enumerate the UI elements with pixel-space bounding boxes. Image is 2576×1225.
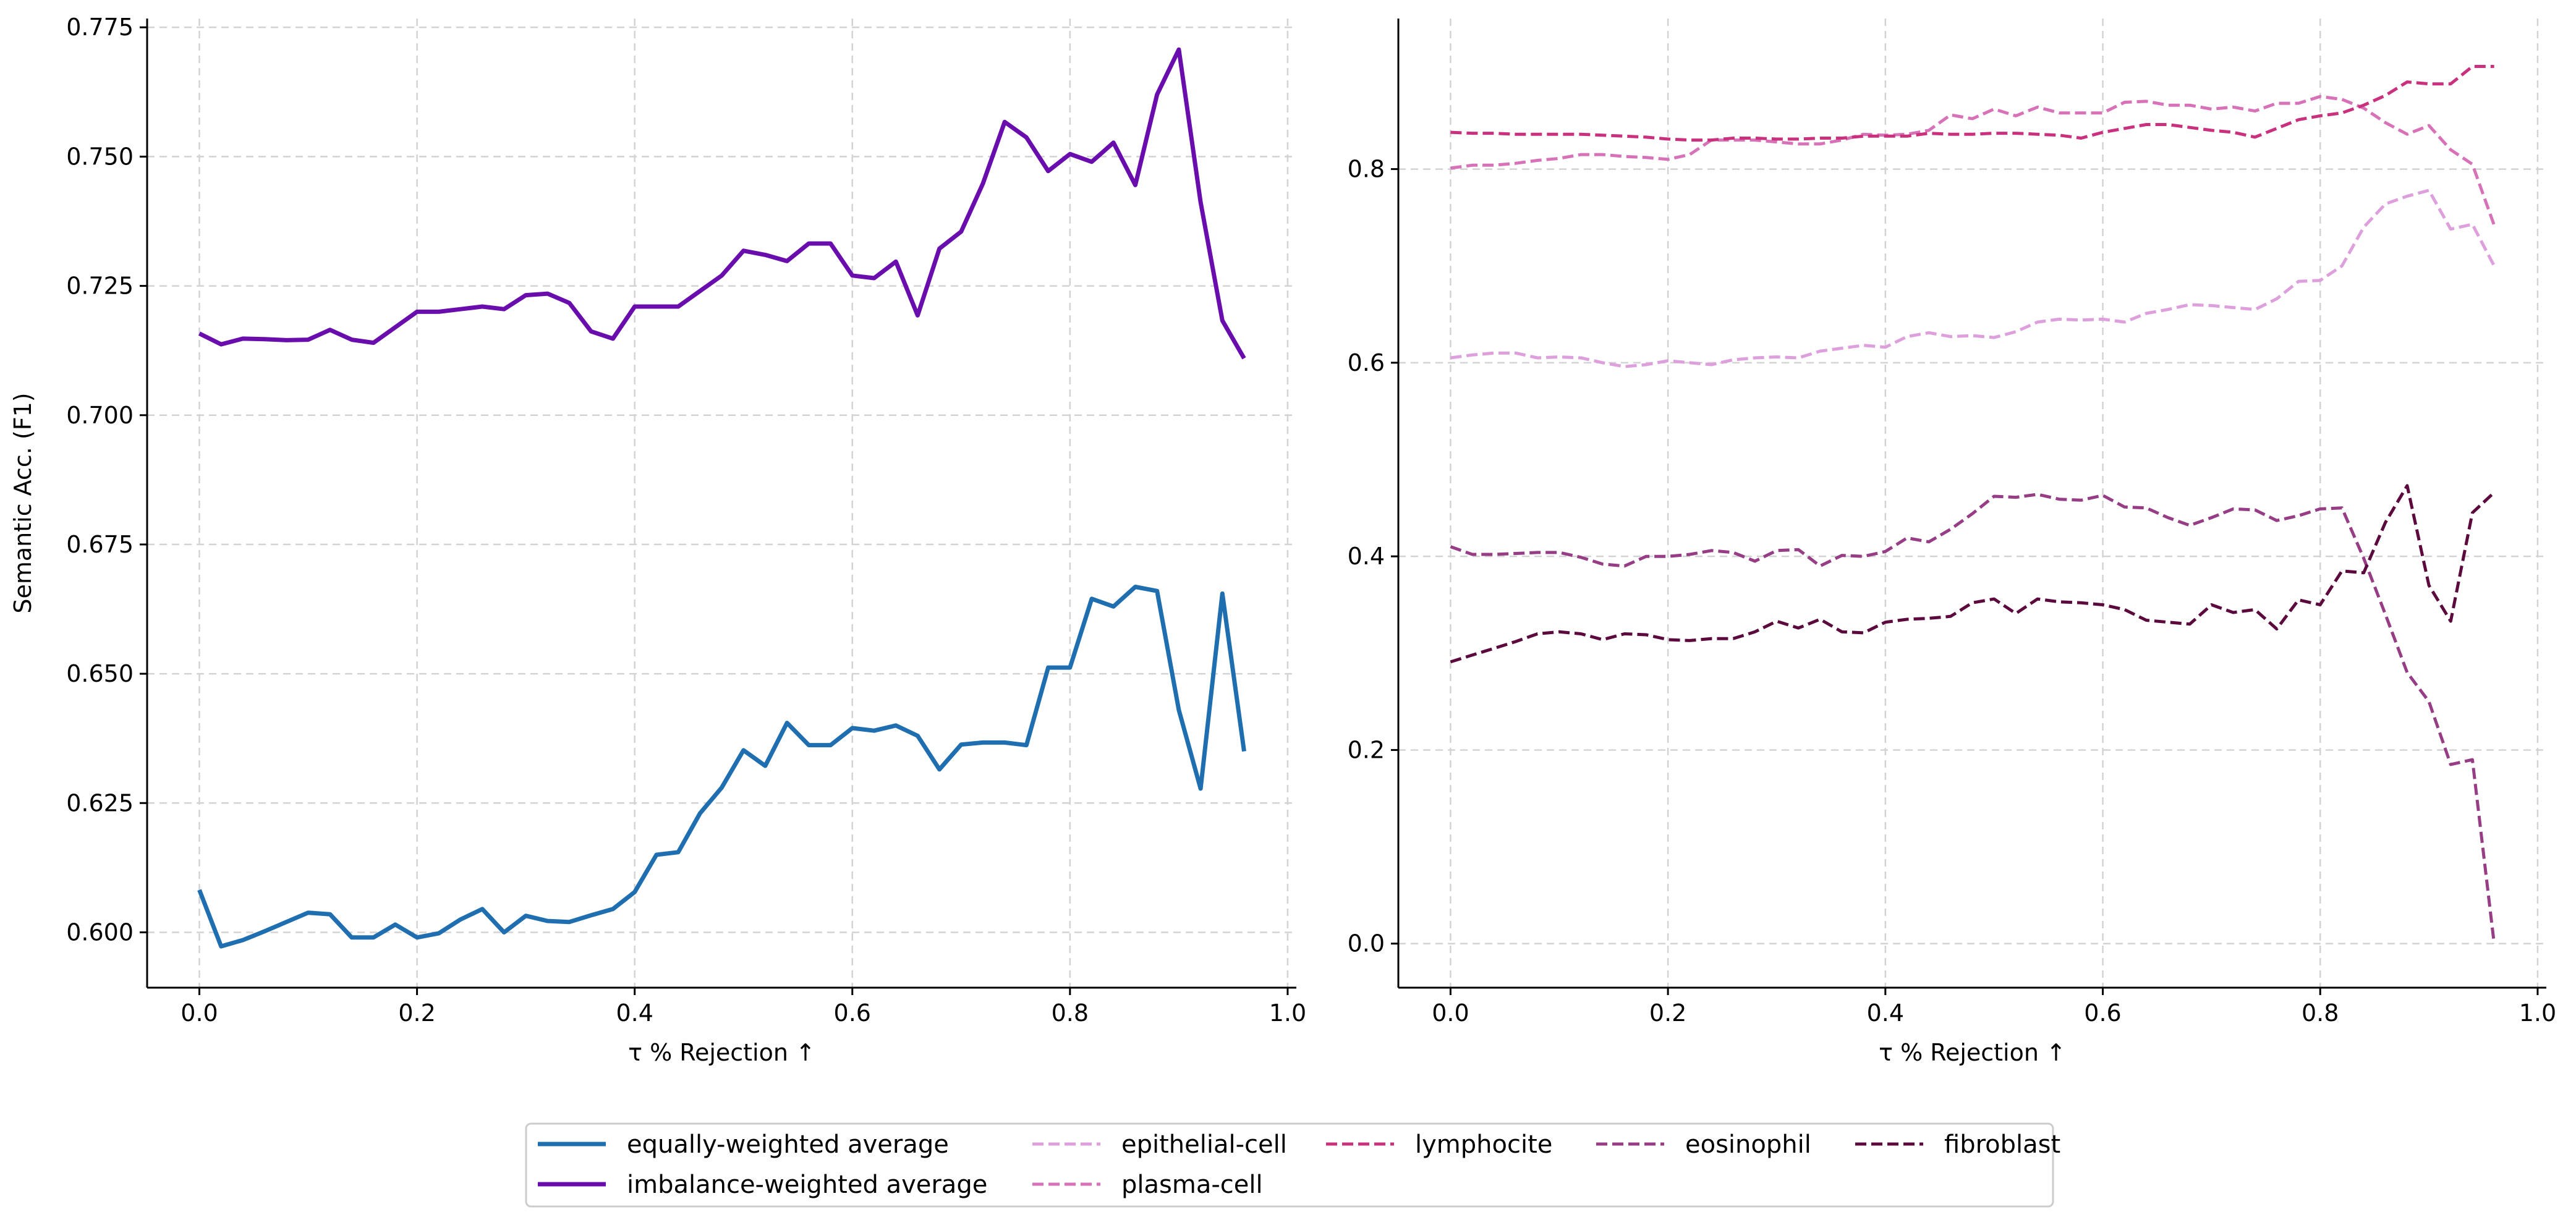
legend-label-plasma-cell: plasma-cell <box>1121 1171 1263 1199</box>
x-tick-label: 0.6 <box>2084 999 2121 1027</box>
series-line-imbalance-weighted-average <box>198 47 1246 360</box>
x-tick-label: 1.0 <box>2519 999 2556 1027</box>
y-tick-label: 0.625 <box>66 789 134 816</box>
x-tick-label: 0.2 <box>1649 999 1686 1027</box>
legend-label-imbalance-weighted-average: imbalance-weighted average <box>627 1171 987 1199</box>
right-panel: 0.0 0.2 0.4 0.6 0.8 1.0 0.0 0.2 0.4 0.6 0.8 τ % Rej… <box>1348 19 2556 1066</box>
x-axis-label: τ % Rejection ↑ <box>628 1039 815 1066</box>
series-line-equally-weighted-average <box>197 585 1246 949</box>
y-tick-label: 0.775 <box>66 14 134 41</box>
series-line-lymphocite <box>1450 65 2494 142</box>
x-tick-label: 0.2 <box>398 999 435 1027</box>
x-tick-label: 0.4 <box>616 999 653 1027</box>
y-tick-label: 0.6 <box>1348 349 1385 376</box>
series-line-plasma-cell <box>1450 95 2496 226</box>
series-line-fibroblast <box>1450 484 2496 664</box>
y-tick-label: 0.4 <box>1348 543 1385 570</box>
y-axis-label: Semantic Acc. (F1) <box>9 392 36 613</box>
left-panel: 0.0 0.2 0.4 0.6 0.8 1.0 0.600 0.625 0.650 0.675 0.… <box>9 14 1306 1066</box>
series-line-eosinophil <box>1450 493 2496 944</box>
legend-label-epithelial-cell: epithelial-cell <box>1121 1130 1287 1159</box>
x-tick-label: 0.4 <box>1867 999 1904 1027</box>
x-tick-label: 0.8 <box>1052 999 1089 1027</box>
y-tick-label: 0.650 <box>66 660 134 687</box>
legend-label-fibroblast: fibroblast <box>1944 1130 2060 1159</box>
y-tick-label: 0.0 <box>1348 930 1385 957</box>
legend-label-equally-weighted-average: equally-weighted average <box>627 1130 949 1159</box>
y-tick-label: 0.600 <box>66 918 134 946</box>
legend-label-eosinophil: eosinophil <box>1685 1130 1811 1159</box>
y-tick-label: 0.2 <box>1348 736 1385 763</box>
x-tick-label: 0.6 <box>834 999 871 1027</box>
y-tick-label: 0.8 <box>1348 156 1385 183</box>
legend: equally-weighted average imbalance-weight… <box>525 1122 2060 1208</box>
y-tick-label: 0.700 <box>66 402 134 429</box>
series-line-epithelial-cell <box>1450 189 2496 368</box>
y-tick-label: 0.675 <box>66 531 134 558</box>
x-tick-label: 0.0 <box>181 999 218 1027</box>
x-tick-label: 1.0 <box>1269 999 1306 1027</box>
legend-label-lymphocite: lymphocite <box>1415 1130 1552 1159</box>
legend-frame <box>525 1122 2054 1208</box>
x-axis-label: τ % Rejection ↑ <box>1879 1039 2066 1066</box>
y-tick-label: 0.750 <box>66 143 134 170</box>
y-tick-label: 0.725 <box>66 273 134 300</box>
x-tick-label: 0.8 <box>2302 999 2339 1027</box>
x-tick-label: 0.0 <box>1432 999 1469 1027</box>
